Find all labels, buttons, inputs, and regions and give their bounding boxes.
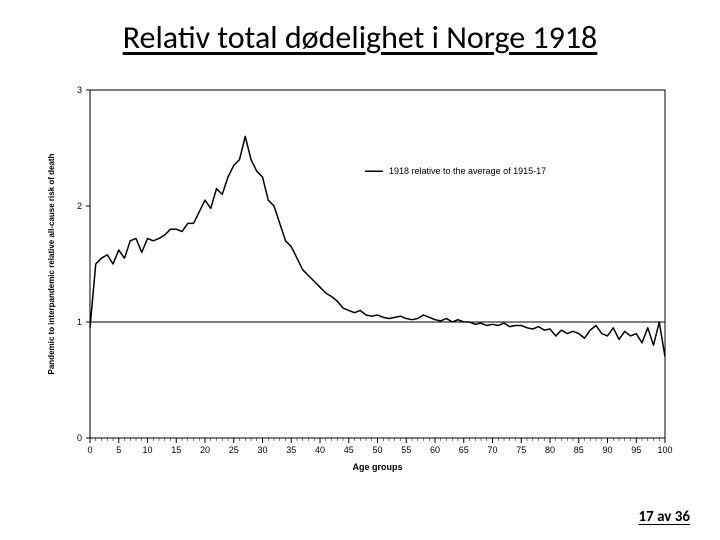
svg-text:60: 60 — [430, 445, 440, 455]
svg-text:Pandemic to interpandemic rela: Pandemic to interpandemic relative all-c… — [47, 153, 56, 374]
svg-text:20: 20 — [200, 445, 210, 455]
svg-text:1918 relative to the average o: 1918 relative to the average of 1915-17 — [389, 166, 546, 176]
svg-text:65: 65 — [459, 445, 469, 455]
page-number: 17 av 36 — [639, 508, 690, 526]
svg-text:75: 75 — [516, 445, 526, 455]
svg-text:100: 100 — [657, 445, 672, 455]
svg-text:45: 45 — [344, 445, 354, 455]
mortality-chart: 0123051015202530354045505560657075808590… — [40, 80, 680, 480]
svg-text:50: 50 — [372, 445, 382, 455]
svg-text:5: 5 — [116, 445, 121, 455]
svg-text:35: 35 — [286, 445, 296, 455]
svg-text:Age groups: Age groups — [352, 462, 402, 472]
svg-text:85: 85 — [574, 445, 584, 455]
svg-text:30: 30 — [257, 445, 267, 455]
svg-text:10: 10 — [142, 445, 152, 455]
svg-text:1: 1 — [77, 317, 82, 327]
svg-text:3: 3 — [77, 85, 82, 95]
svg-text:25: 25 — [229, 445, 239, 455]
svg-text:70: 70 — [487, 445, 497, 455]
svg-text:0: 0 — [77, 433, 82, 443]
svg-text:40: 40 — [315, 445, 325, 455]
svg-text:90: 90 — [602, 445, 612, 455]
svg-text:95: 95 — [631, 445, 641, 455]
svg-text:0: 0 — [87, 445, 92, 455]
slide-title: Relativ total dødelighet i Norge 1918 — [0, 18, 720, 57]
svg-text:55: 55 — [401, 445, 411, 455]
svg-text:80: 80 — [545, 445, 555, 455]
svg-text:15: 15 — [171, 445, 181, 455]
chart-svg: 0123051015202530354045505560657075808590… — [40, 80, 680, 480]
svg-text:2: 2 — [77, 201, 82, 211]
